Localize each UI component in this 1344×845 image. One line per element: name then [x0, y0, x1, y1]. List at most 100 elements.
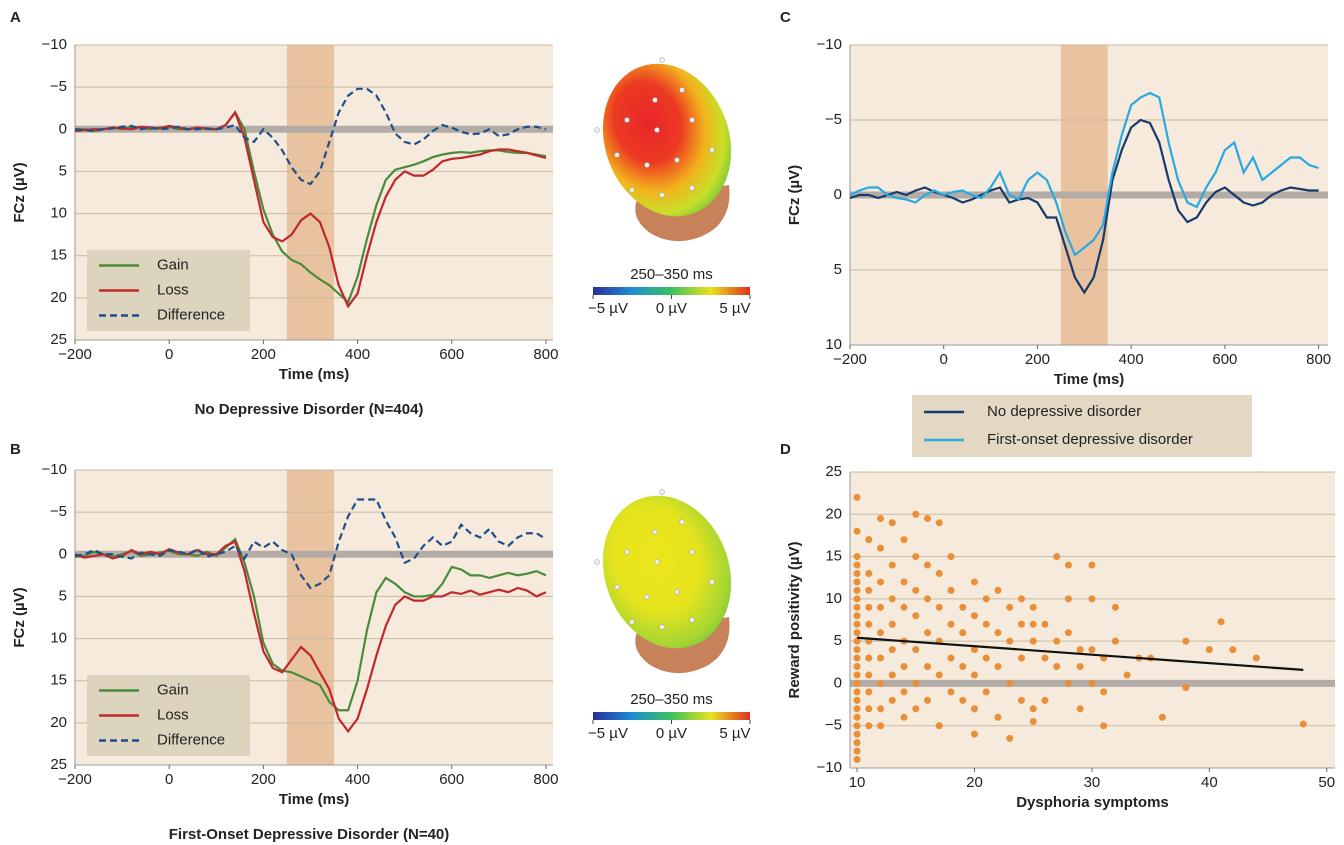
x-tick-label: 400	[345, 346, 370, 363]
point	[865, 620, 873, 628]
y-tick-label: 0	[834, 186, 842, 203]
point	[1029, 705, 1037, 713]
point	[1229, 646, 1237, 654]
y-tick-label: 15	[50, 247, 67, 264]
point	[1299, 720, 1307, 728]
point	[853, 620, 861, 628]
y-tick-label: 0	[834, 674, 842, 691]
point	[900, 578, 908, 586]
y-tick-label: −10	[817, 36, 842, 53]
point	[994, 713, 1002, 721]
point	[970, 612, 978, 620]
point	[1182, 637, 1190, 645]
point	[994, 663, 1002, 671]
time-window	[286, 470, 335, 765]
point	[970, 705, 978, 713]
point	[888, 595, 896, 603]
y-tick-label: 25	[50, 331, 67, 348]
point	[912, 510, 920, 518]
y-tick-label: −5	[825, 111, 842, 128]
x-tick-label: 30	[1084, 774, 1101, 791]
point	[1088, 646, 1096, 654]
point	[1053, 637, 1061, 645]
point	[1088, 561, 1096, 569]
point	[865, 671, 873, 679]
point	[982, 654, 990, 662]
point	[853, 654, 861, 662]
point	[865, 569, 873, 577]
x-axis-label: Dysphoria symptoms	[1016, 794, 1169, 811]
point	[1029, 637, 1037, 645]
point	[1017, 654, 1025, 662]
legend-label: Loss	[157, 706, 189, 723]
point	[1076, 646, 1084, 654]
point	[888, 561, 896, 569]
x-tick-label: 0	[940, 351, 948, 368]
x-tick-label: 20	[966, 774, 983, 791]
y-axis-label: FCz (µV)	[11, 162, 28, 222]
legend-label: Gain	[157, 681, 189, 698]
point	[888, 696, 896, 704]
x-tick-label: 600	[1212, 351, 1237, 368]
y-axis-label: FCz (µV)	[11, 587, 28, 647]
point	[1041, 620, 1049, 628]
point	[1064, 679, 1072, 687]
colorbar-title: 250–350 ms	[630, 266, 713, 283]
point	[912, 679, 920, 687]
point	[1006, 603, 1014, 611]
x-tick-label: −200	[833, 351, 867, 368]
point	[1029, 717, 1037, 725]
point	[994, 586, 1002, 594]
point	[935, 603, 943, 611]
topomap	[594, 489, 732, 674]
point	[982, 688, 990, 696]
point	[853, 578, 861, 586]
point	[924, 696, 932, 704]
series-line	[849, 91, 1319, 257]
colorbar-tick-label: −5 µV	[588, 725, 628, 742]
point	[947, 620, 955, 628]
point	[900, 663, 908, 671]
point	[853, 569, 861, 577]
y-tick-label: −10	[42, 461, 67, 478]
point	[877, 722, 885, 730]
point	[1111, 603, 1119, 611]
panel-label: C	[780, 9, 791, 26]
point	[959, 603, 967, 611]
chart-title: First-Onset Depressive Disorder (N=40)	[169, 826, 450, 843]
x-tick-label: 400	[345, 771, 370, 788]
topomap	[594, 57, 732, 242]
y-tick-label: 5	[834, 632, 842, 649]
point	[877, 679, 885, 687]
point	[853, 713, 861, 721]
x-tick-label: 400	[1119, 351, 1144, 368]
point	[935, 671, 943, 679]
point	[947, 688, 955, 696]
y-tick-label: 15	[825, 548, 842, 565]
y-tick-label: −5	[50, 78, 67, 95]
point	[947, 553, 955, 561]
point	[1064, 561, 1072, 569]
x-tick-label: −200	[58, 771, 92, 788]
point	[853, 756, 861, 764]
point	[935, 722, 943, 730]
y-tick-label: 20	[825, 505, 842, 522]
point	[877, 544, 885, 552]
time-window	[286, 45, 335, 340]
point	[912, 646, 920, 654]
point	[877, 705, 885, 713]
y-tick-label: 10	[825, 336, 842, 353]
point	[853, 646, 861, 654]
y-tick-label: 0	[59, 120, 67, 137]
y-axis-label: Reward positivity (µV)	[786, 541, 803, 698]
y-tick-label: 5	[834, 261, 842, 278]
series-line	[74, 540, 547, 734]
point	[853, 663, 861, 671]
x-tick-label: −200	[58, 346, 92, 363]
point	[888, 671, 896, 679]
plot-background	[850, 472, 1335, 768]
point	[947, 654, 955, 662]
point	[935, 569, 943, 577]
colorbar-tick-label: 5 µV	[719, 300, 750, 317]
point	[853, 730, 861, 738]
